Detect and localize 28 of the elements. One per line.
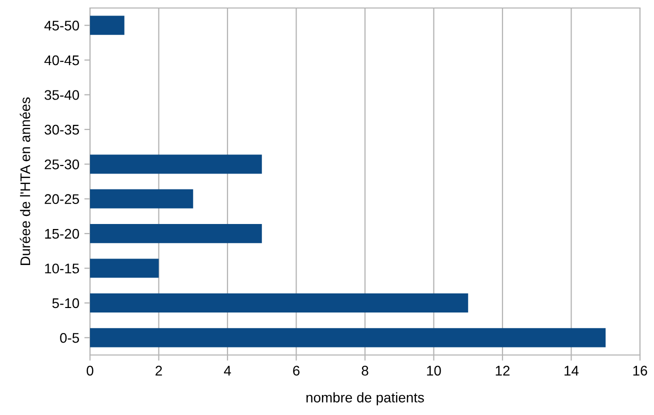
y-tick-label: 35-40 [44, 90, 80, 100]
x-tick-label: 6 [293, 366, 300, 376]
bar [90, 328, 606, 348]
y-tick-label: 45-50 [44, 20, 80, 31]
y-axis-title: Duréee de l'HTA en années [20, 97, 30, 265]
bar [90, 258, 159, 278]
bar [90, 224, 262, 244]
y-tick-label: 25-30 [44, 159, 80, 170]
x-tick-label: 4 [224, 366, 231, 376]
bar [90, 16, 124, 35]
y-tick-label: 10-15 [45, 264, 80, 274]
bar [90, 189, 194, 208]
x-tick-label: 12 [496, 366, 510, 376]
x-axis-title: nombre de patients [306, 392, 424, 406]
bar [90, 154, 262, 174]
y-tick-label: 40-45 [44, 55, 80, 66]
y-tick-label: 0-5 [60, 332, 80, 343]
y-tick-label: 30-35 [44, 124, 80, 135]
x-tick-label: 16 [633, 366, 648, 376]
x-tick-label: 10 [427, 366, 441, 376]
y-tick-label: 15-20 [45, 228, 80, 239]
y-tick-label: 20-25 [44, 194, 80, 204]
x-tick-label: 2 [156, 366, 162, 376]
bar [90, 293, 468, 312]
x-tick-label: 8 [362, 366, 368, 376]
x-tick-label: 0 [86, 366, 94, 376]
x-tick-label: 14 [564, 366, 579, 376]
y-tick-label: 5-10 [52, 298, 80, 308]
